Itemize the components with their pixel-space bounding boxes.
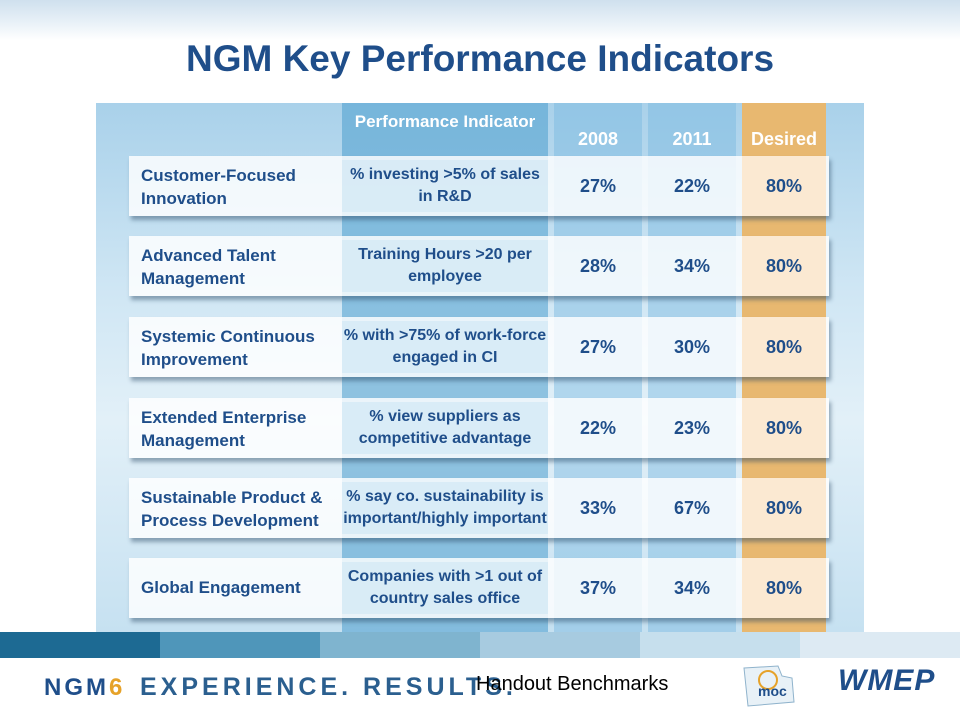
header-2008: 2008 <box>577 129 619 149</box>
row-value-desired: 80% <box>742 317 826 377</box>
row-indicator: % view suppliers as competitive advantag… <box>342 402 548 454</box>
table-row: Systemic Continuous Improvement % with >… <box>129 317 829 377</box>
row-category: Systemic Continuous Improvement <box>141 327 315 369</box>
row-value-desired: 80% <box>742 478 826 538</box>
row-value-2008: 27% <box>579 337 617 357</box>
row-value-2011: 22% <box>673 176 711 196</box>
slide-title: NGM Key Performance Indicators <box>185 38 775 79</box>
handout-label: Handout Benchmarks <box>476 673 669 695</box>
table-row: Customer-Focused Innovation % investing … <box>129 156 829 216</box>
moc-logo: moc <box>738 662 800 714</box>
footer-stripe <box>160 632 320 658</box>
row-value-desired: 80% <box>742 156 826 216</box>
ngm-logo-number: 6 <box>109 674 126 701</box>
ngm-logo: NGM6 <box>44 674 125 702</box>
row-value-desired: 80% <box>742 236 826 296</box>
row-value-2011: 67% <box>673 498 711 518</box>
row-value-desired: 80% <box>742 398 826 458</box>
header-desired: Desired <box>750 129 818 149</box>
header-performance-indicator: Performance Indicator <box>354 112 536 131</box>
footer-stripe <box>480 632 640 658</box>
row-category: Global Engagement <box>141 578 301 597</box>
row-value-2008: 37% <box>579 578 617 598</box>
row-value-2011: 30% <box>673 337 711 357</box>
row-value-2011: 34% <box>673 256 711 276</box>
row-value-2008: 33% <box>579 498 617 518</box>
row-category: Advanced Talent Management <box>141 246 276 288</box>
row-category: Sustainable Product & Process Developmen… <box>141 488 323 530</box>
row-value-2008: 28% <box>579 256 617 276</box>
row-value-2011: 23% <box>673 418 711 438</box>
row-category: Extended Enterprise Management <box>141 408 307 450</box>
footer-stripe <box>0 632 160 658</box>
row-indicator: % investing >5% of sales in R&D <box>342 160 548 212</box>
footer-stripe <box>800 632 960 658</box>
row-value-2008: 22% <box>579 418 617 438</box>
row-value-2008: 27% <box>579 176 617 196</box>
table-row: Advanced Talent Management Training Hour… <box>129 236 829 296</box>
row-indicator: Training Hours >20 per employee <box>342 240 548 292</box>
footer-stripe <box>320 632 480 658</box>
top-decorative-band <box>0 0 960 40</box>
row-category: Customer-Focused Innovation <box>141 166 296 208</box>
row-indicator: % with >75% of work-force engaged in CI <box>342 321 548 373</box>
moc-logo-text: moc <box>758 683 787 699</box>
row-indicator: % say co. sustainability is important/hi… <box>342 482 548 534</box>
table-row: Global Engagement Companies with >1 out … <box>129 558 829 618</box>
table-row: Extended Enterprise Management % view su… <box>129 398 829 458</box>
row-value-2011: 34% <box>673 578 711 598</box>
footer-stripe <box>640 632 800 658</box>
kpi-table: Performance Indicator 2008 2011 Desired … <box>96 103 864 632</box>
row-indicator: Companies with >1 out of country sales o… <box>342 562 548 614</box>
wmep-logo: WMEP <box>838 664 936 697</box>
tagline: EXPERIENCE. RESULTS. <box>140 673 517 701</box>
moc-logo-icon: moc <box>743 665 795 707</box>
ngm-logo-text: NGM <box>44 674 109 701</box>
table-row: Sustainable Product & Process Developmen… <box>129 478 829 538</box>
header-2011: 2011 <box>672 129 712 149</box>
row-value-desired: 80% <box>742 558 826 618</box>
